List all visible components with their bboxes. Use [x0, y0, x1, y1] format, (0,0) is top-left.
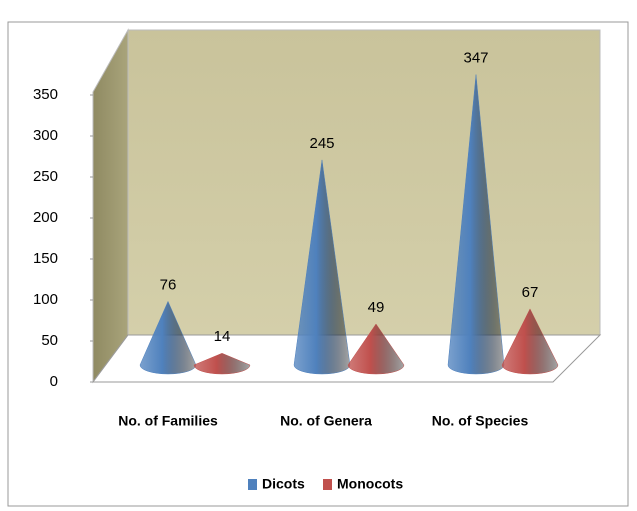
y-tick-label: 150 — [33, 250, 58, 267]
x-tick-label: No. of Species — [432, 413, 529, 429]
value-label: 347 — [463, 49, 488, 66]
cone — [193, 353, 251, 375]
cone-body — [347, 323, 405, 375]
legend-swatch — [323, 479, 332, 490]
legend-label: Dicots — [262, 476, 305, 492]
legend-label: Monocots — [337, 476, 403, 492]
cone — [501, 308, 559, 375]
y-tick-label: 0 — [50, 373, 58, 390]
value-label: 67 — [522, 284, 539, 301]
x-tick-label: No. of Genera — [280, 413, 372, 429]
legend-swatch — [248, 479, 257, 490]
y-tick-label: 100 — [33, 291, 58, 308]
cone-body — [193, 353, 251, 375]
value-label: 76 — [160, 276, 177, 293]
y-tick-label: 50 — [41, 332, 58, 349]
cone — [347, 323, 405, 375]
y-tick-label: 300 — [33, 127, 58, 144]
y-tick-label: 350 — [33, 86, 58, 103]
x-tick-label: No. of Families — [118, 413, 218, 429]
cone-body — [501, 308, 559, 375]
y-tick-label: 250 — [33, 168, 58, 185]
value-label: 14 — [214, 328, 231, 345]
side-wall — [92, 28, 129, 384]
y-tick-label: 200 — [33, 209, 58, 226]
value-label: 245 — [309, 135, 334, 152]
value-label: 49 — [368, 299, 385, 316]
